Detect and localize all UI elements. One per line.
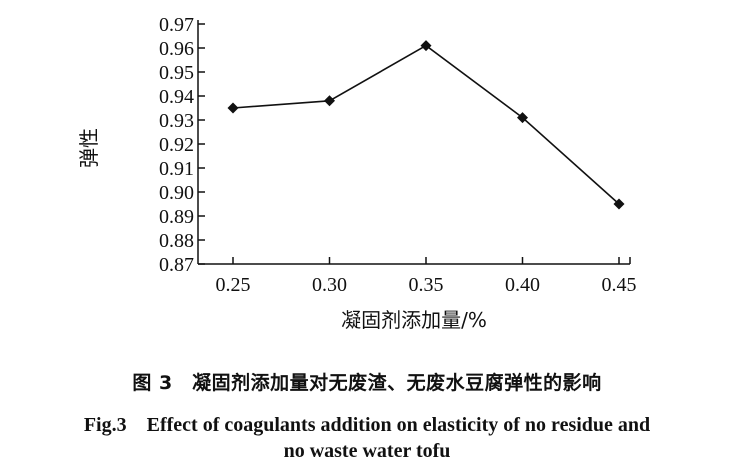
data-point-marker — [324, 95, 335, 107]
y-tick-label: 0.88 — [159, 230, 194, 252]
caption-english-line2: no waste water tofu — [283, 440, 451, 462]
series-line — [232, 44, 620, 205]
y-tick-label: 0.97 — [159, 14, 194, 36]
y-tick-label: 0.87 — [159, 254, 194, 276]
x-tick-label: 0.25 — [216, 274, 251, 296]
x-axis-title: 凝固剂添加量/% — [341, 308, 487, 332]
y-tick-label: 0.90 — [159, 182, 194, 204]
y-tick-label: 0.93 — [159, 110, 194, 132]
series-elasticity — [227, 40, 625, 210]
y-tick-label: 0.92 — [159, 134, 194, 156]
data-point-marker — [420, 40, 432, 52]
data-point-marker — [613, 198, 625, 210]
data-point-marker — [227, 102, 239, 114]
y-tick-label: 0.96 — [159, 38, 194, 60]
y-tick-label: 0.94 — [159, 86, 194, 108]
y-axis-title: 弹性 — [77, 128, 101, 168]
line-chart: 0.870.880.890.900.910.920.930.940.950.96… — [77, 14, 637, 332]
y-tick-label: 0.95 — [159, 62, 194, 84]
caption-chinese: 图 3 凝固剂添加量对无废渣、无废水豆腐弹性的影响 — [132, 372, 602, 394]
x-tick-label: 0.45 — [602, 274, 637, 296]
y-tick-label: 0.91 — [159, 158, 194, 180]
x-tick-label: 0.30 — [312, 274, 347, 296]
x-tick-label: 0.35 — [409, 274, 444, 296]
y-axis: 0.870.880.890.900.910.920.930.940.950.96… — [159, 14, 205, 276]
caption-english-line1: Fig.3 Effect of coagulants addition on e… — [83, 414, 651, 436]
x-axis: 0.25 0.30 0.35 0.40 0.45 — [198, 257, 637, 296]
y-tick-label: 0.89 — [159, 206, 194, 228]
data-point-marker — [517, 112, 528, 124]
x-tick-label: 0.40 — [505, 274, 540, 296]
